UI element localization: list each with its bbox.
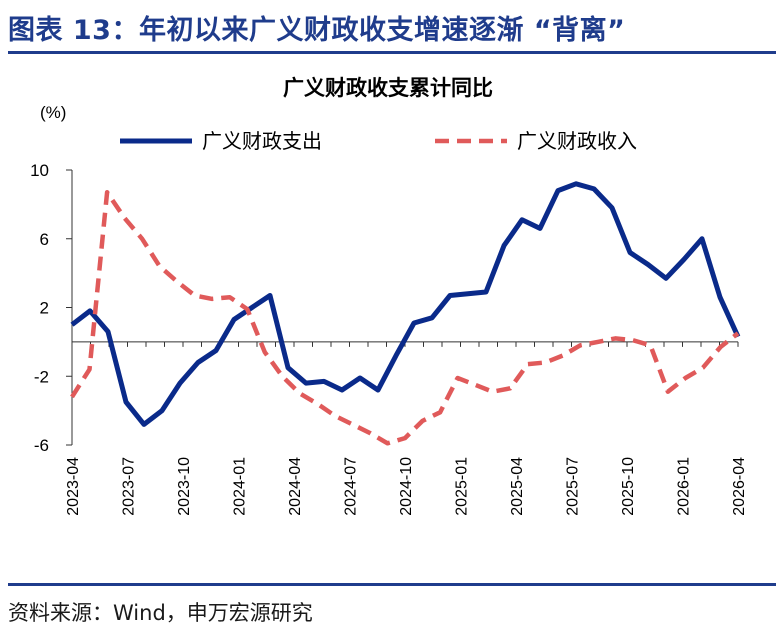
- x-tick-label: 2026-01: [676, 457, 693, 516]
- x-tick-label: 2025-10: [620, 457, 637, 516]
- y-tick-label: 10: [30, 161, 49, 180]
- series-line-1: [70, 181, 741, 427]
- x-tick-label: 2023-10: [176, 457, 193, 516]
- line-chart: 广义财政收支累计同比 (%) 广义财政支出 广义财政收入 10 6 2 -2 -6 2023…: [30, 76, 748, 516]
- y-tick-label: -2: [34, 367, 49, 386]
- x-tick-label: 2025-01: [454, 457, 471, 516]
- legend-label-1: 广义财政支出: [202, 129, 322, 153]
- chart-title: 广义财政收支累计同比: [283, 76, 493, 100]
- x-tick-label: 2024-01: [232, 457, 249, 516]
- y-axis-unit: (%): [40, 103, 66, 122]
- x-tick-label: 2024-07: [343, 457, 360, 516]
- x-tick-label: 2025-04: [509, 457, 526, 516]
- x-tick-label: 2023-07: [121, 457, 138, 516]
- axes: 10 6 2 -2 -6 2023-04 2023-07 2023-10 2024-01 2024…: [30, 161, 748, 516]
- legend-label-2: 广义财政收入: [517, 129, 637, 153]
- plot-area: [70, 181, 741, 446]
- x-tick-label: 2024-04: [287, 457, 304, 516]
- y-tick-label: 6: [40, 230, 49, 249]
- x-tick-label: 2025-07: [565, 457, 582, 516]
- footer-rule: [8, 583, 776, 586]
- x-tick-label: 2024-10: [398, 457, 415, 516]
- x-tick-label: 2026-04: [731, 457, 748, 516]
- y-tick-label: 2: [40, 299, 49, 318]
- figure-title: 图表 13：年初以来广义财政收支增速逐渐 “背离”: [8, 15, 626, 46]
- y-tick-label: -6: [34, 436, 49, 455]
- title-rule: [8, 51, 776, 54]
- source-note: 资料来源：Wind，申万宏源研究: [8, 601, 313, 625]
- x-tick-label: 2023-04: [65, 457, 82, 516]
- series-line-2: [70, 190, 740, 446]
- legend: 广义财政支出 广义财政收入: [120, 129, 637, 153]
